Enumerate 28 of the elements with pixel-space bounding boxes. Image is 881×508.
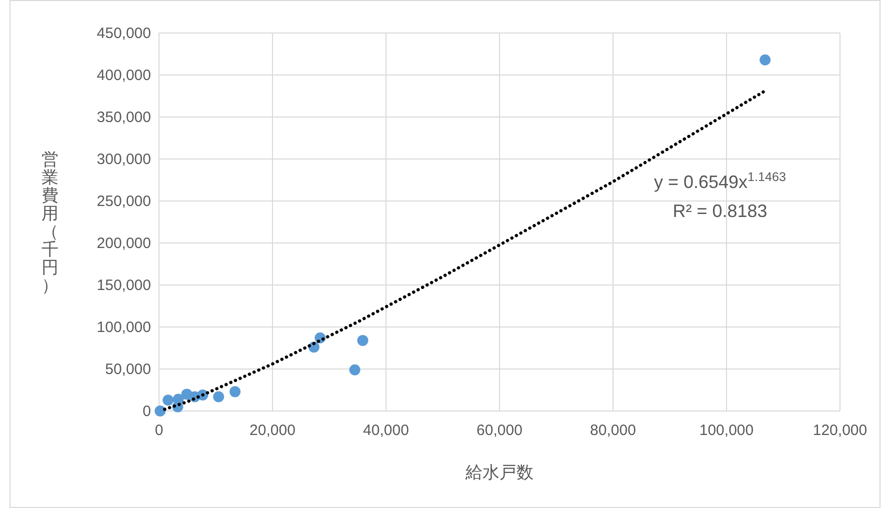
x-tick-label: 20,000 bbox=[250, 422, 296, 439]
point bbox=[357, 334, 368, 346]
y-tick-label: 400,000 bbox=[96, 67, 151, 84]
y-tick-label: 50,000 bbox=[105, 361, 151, 378]
point bbox=[154, 406, 166, 416]
point bbox=[760, 54, 771, 66]
x-tick-label: 120,000 bbox=[812, 422, 868, 439]
annotation: y = 0.6549x$^{1.1463}$ bbox=[654, 170, 786, 192]
y-axis-title: 営業費用（千円） bbox=[42, 150, 58, 295]
x-tick-label: 40,000 bbox=[363, 422, 409, 439]
y-tick-label: 300,000 bbox=[96, 151, 151, 168]
x-tick-label: 0 bbox=[154, 422, 164, 439]
point bbox=[230, 386, 241, 398]
point bbox=[349, 364, 360, 376]
x-tick-label: 80,000 bbox=[590, 422, 636, 439]
y-tick-label: 200,000 bbox=[96, 235, 151, 252]
y-tick-label: 450,000 bbox=[96, 25, 151, 42]
y-tick-label: 100,000 bbox=[96, 319, 151, 336]
y-tick-label: 150,000 bbox=[96, 277, 151, 294]
point bbox=[213, 391, 224, 402]
annotation: R² = 0.8183 bbox=[672, 201, 768, 221]
y-tick-label: 0 bbox=[142, 403, 151, 420]
point bbox=[162, 394, 174, 406]
x-axis-title: 給水戸数 bbox=[464, 463, 534, 482]
y-tick-label: 350,000 bbox=[96, 109, 151, 126]
x-tick-label: 100,000 bbox=[699, 422, 754, 439]
y-tick-label: 250,000 bbox=[96, 193, 151, 210]
x-tick-label: 60,000 bbox=[476, 422, 522, 439]
